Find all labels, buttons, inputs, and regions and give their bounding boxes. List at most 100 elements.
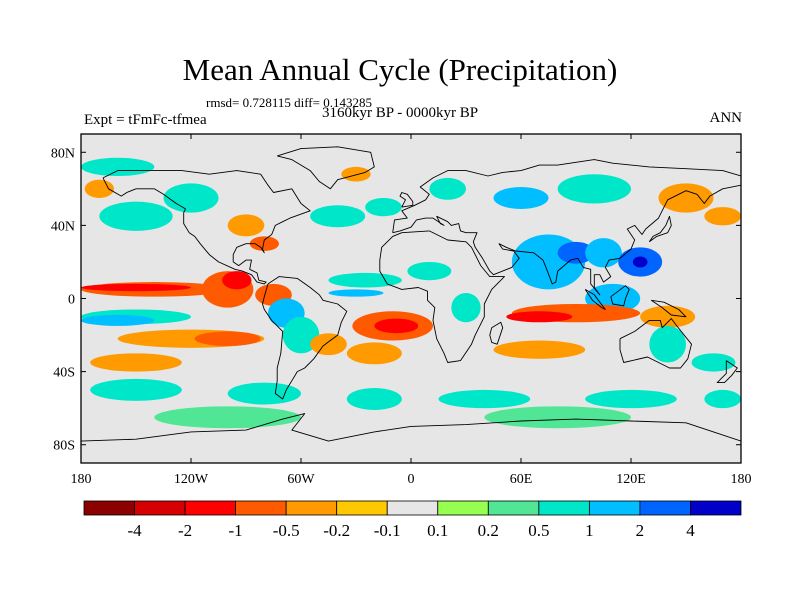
field-blob-37 [310,205,366,228]
field-blob-50 [585,389,677,409]
y-tick-label-1: 40N [51,219,75,234]
y-tick-label-0: 80N [51,146,75,161]
colorbar-bin-3 [235,500,287,516]
coastline-great-britain [399,192,414,208]
colorbar-label-0: -4 [127,521,142,540]
chart-title: Mean Annual Cycle (Precipitation) [182,52,618,87]
field-blob-39 [341,166,371,182]
field-blob-31 [691,353,736,372]
field-blob-34 [84,179,115,198]
field-blob-33 [163,183,219,213]
coastline-borneo [610,285,630,307]
period-label: 3160kyr BP - 0000kyr BP [322,105,479,121]
field-blob-29 [493,340,586,359]
coastline-sumatra [584,289,606,310]
field-blob-32 [99,201,173,231]
colorbar-label-7: 0.2 [478,521,499,540]
field-blob-15 [346,342,402,365]
season-label: ANN [709,110,743,126]
colorbar-bin-10 [588,500,641,516]
field-blob-41 [493,187,549,209]
coastline-madagascar [489,321,504,345]
field-blob-36 [249,236,279,251]
y-tick-label-2: 0 [68,293,75,308]
colorbar: -4 -2 -1 -0.5 -0.2 -0.1 0.1 0.2 0.5 1 2 4 [83,500,742,540]
field-blob-17 [328,289,384,297]
coastline-australia [619,318,692,369]
y-tick-label-4: 80S [53,439,75,454]
field-blob-42 [557,174,631,204]
field-blob-28 [640,305,696,328]
field-blob-24 [632,256,648,268]
colorbar-bin-1 [134,500,186,516]
coastline-greenland [277,146,375,190]
field-blob-48 [346,388,402,410]
coastline-south-america [262,276,348,400]
colorbar-bin-12 [690,500,742,516]
experiment-label: Expt = tFmFc-tfmea [84,112,207,128]
stats-text: rmsd= 0.728115 diff= 0.143285 [206,95,372,110]
field-blob-3 [81,314,155,326]
y-tick-label-3: 40S [53,366,75,381]
field-blob-49 [438,389,531,409]
colorbar-bin-7 [437,500,489,516]
field-blob-8 [222,271,252,290]
colorbar-bin-11 [639,500,691,516]
x-tick-label-0: 180 [71,472,92,487]
colorbar-label-2: -1 [229,521,243,540]
map-layer [81,134,741,463]
field-blob-30 [649,325,687,363]
coastline-new-zealand [716,360,738,384]
field-blob-14 [374,318,419,334]
field-blob-45 [81,157,155,177]
field-blob-12 [310,333,347,356]
field-blob-18 [407,261,452,281]
field-blob-35 [227,214,265,237]
colorbar-bin-0 [83,500,135,516]
x-tick-label-2: 60W [287,472,315,487]
colorbar-label-1: -2 [178,521,192,540]
coastline-north-america [102,170,311,285]
field-blob-38 [365,197,402,217]
colorbar-label-9: 1 [585,521,594,540]
colorbar-bin-6 [386,500,439,516]
x-tick-label-4: 60E [510,472,533,487]
field-blob-43 [658,183,714,213]
field-blob-46 [90,378,182,401]
colorbar-label-6: 0.1 [427,521,448,540]
field-blob-51 [704,389,741,409]
coastline-antarctica [81,413,741,442]
colorbar-label-10: 2 [636,521,645,540]
field-blob-53 [484,406,631,429]
colorbar-label-8: 0.5 [528,521,549,540]
colorbar-label-5: -0.1 [374,521,401,540]
x-tick-label-6: 180 [731,472,752,487]
field-blob-6 [90,353,182,372]
coastline-layer [81,146,741,442]
x-tick-label-3: 0 [408,472,415,487]
field-blob-19 [451,293,481,323]
field-blob-11 [282,316,320,354]
field-blob-44 [704,207,741,226]
colorbar-label-3: -0.5 [273,521,300,540]
field-blob-27 [506,311,573,323]
x-tick-label-5: 120E [616,472,646,487]
field-blob-47 [227,382,301,405]
colorbar-label-11: 4 [686,521,695,540]
field-blob-22 [585,238,622,268]
field-blob-40 [429,177,466,200]
colorbar-bin-5 [336,500,388,516]
x-tick-label-1: 120W [174,472,209,487]
field-blob-52 [154,406,301,429]
colorbar-bin-9 [538,500,590,516]
colorbar-bin-4 [285,500,338,516]
coastline-japan [648,215,672,243]
axis-layer: 180 120W 60W 0 60E 120E 180 80N 40N 0 40S 80S [51,134,752,487]
field-blob-21 [557,241,595,264]
colorbar-bin-2 [184,500,237,516]
field-blob-1 [81,283,191,292]
colorbar-bin-8 [487,500,540,516]
coastline-africa [379,230,505,363]
colorbar-label-4: -0.2 [323,521,350,540]
